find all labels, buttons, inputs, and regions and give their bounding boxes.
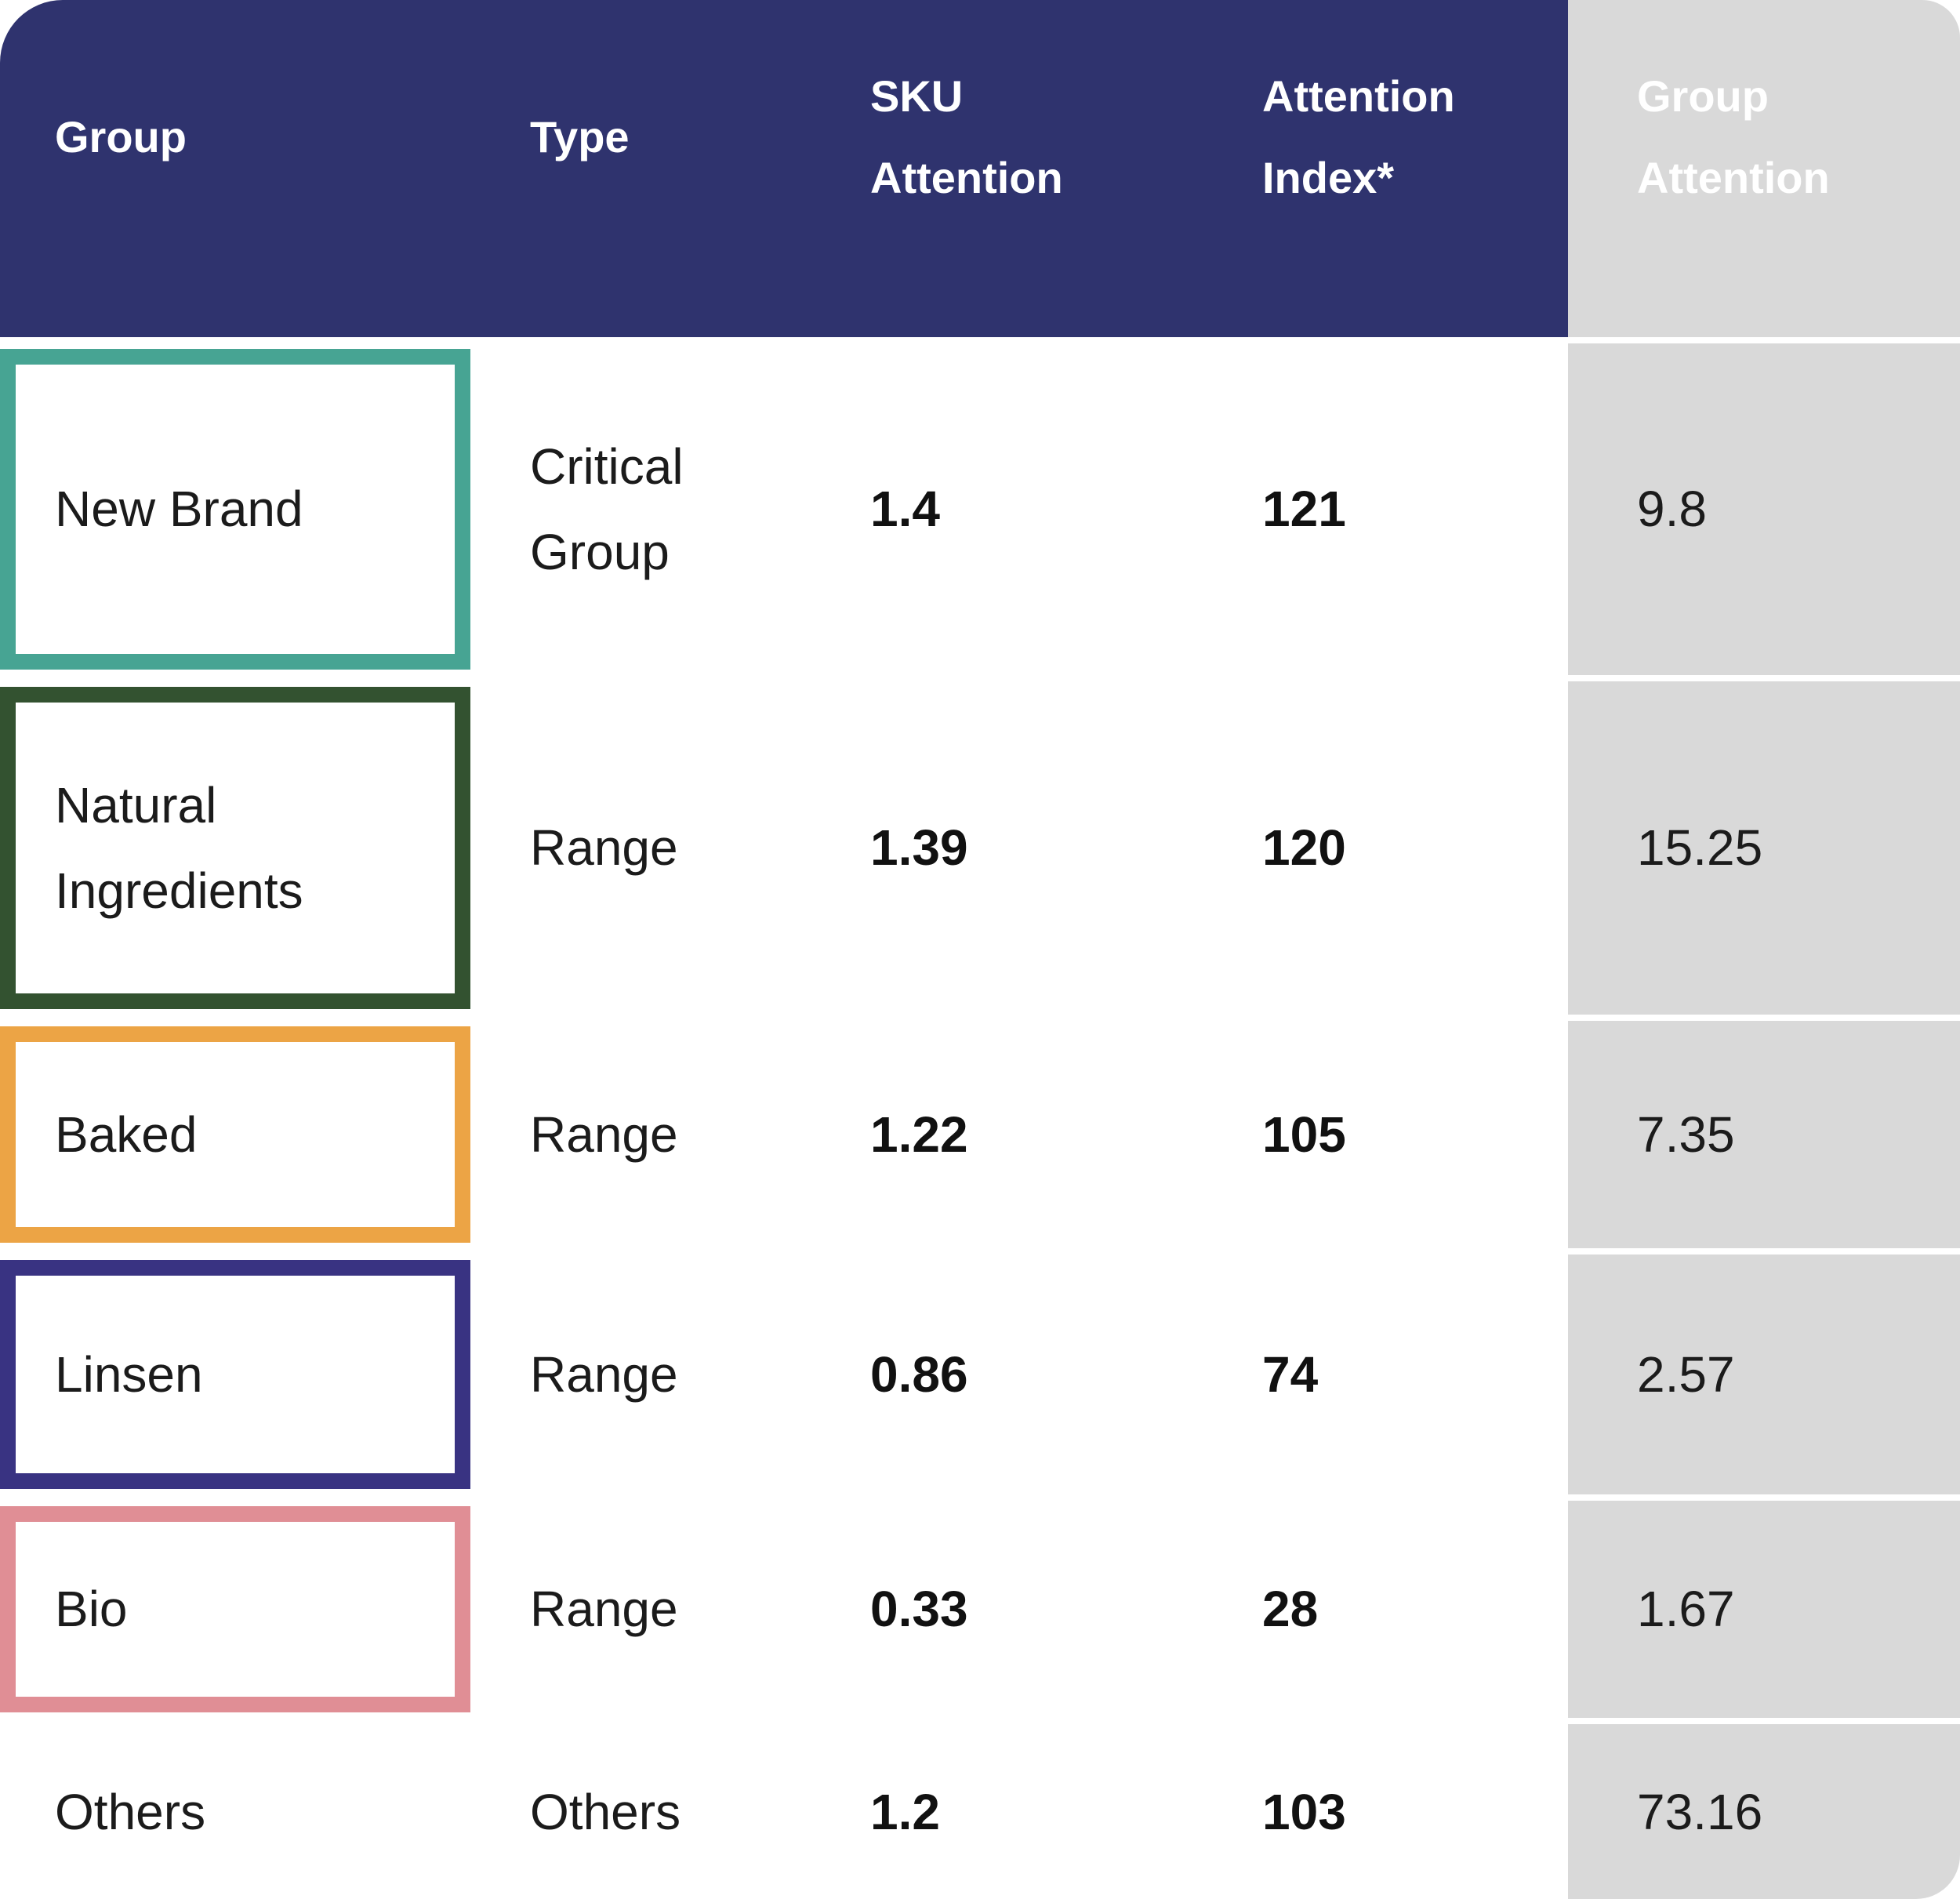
table-row: Linsen Range 0.86 74 2.57: [0, 1255, 1960, 1494]
type-cell: Range: [530, 1581, 678, 1638]
group-cell: Linsen: [0, 1255, 502, 1494]
sku-attention-cell: 1.2: [870, 1783, 940, 1840]
group-label: Linsen: [55, 1345, 203, 1403]
group-label: Baked: [55, 1106, 198, 1163]
type-cell: Others: [530, 1783, 681, 1840]
attention-index-cell: 121: [1262, 481, 1346, 538]
header-background: [0, 0, 1568, 337]
table-row: Baked Range 1.22 105 7.35: [0, 1021, 1960, 1248]
type-cell: Critical Group: [530, 438, 684, 580]
column-header-sku-attention: SKU Attention: [870, 71, 1063, 202]
group-label: New Brand: [55, 481, 303, 538]
group-attention-cell: 15.25: [1568, 681, 1960, 1015]
type-cell: Range: [530, 1106, 678, 1163]
column-header-group-attention: Group Attention: [1637, 71, 1830, 202]
attention-index-cell: 105: [1262, 1106, 1346, 1163]
sku-attention-cell: 0.33: [870, 1581, 968, 1638]
sku-attention-cell: 0.86: [870, 1345, 968, 1403]
group-cell: Baked: [0, 1021, 502, 1248]
group-plain-box: Others: [0, 1730, 470, 1894]
attention-index-cell: 120: [1262, 819, 1346, 877]
group-attention-cell: 1.67: [1568, 1501, 1960, 1718]
group-cell: Others: [0, 1724, 502, 1899]
group-label: Others: [55, 1783, 206, 1840]
group-label: Natural Ingredients: [55, 776, 303, 919]
group-color-box: Linsen: [0, 1260, 470, 1489]
column-header-type: Type: [530, 112, 630, 162]
attention-index-cell: 74: [1262, 1345, 1319, 1403]
group-color-box: New Brand: [0, 349, 470, 670]
sku-attention-cell: 1.4: [870, 481, 940, 538]
attention-index-cell: 103: [1262, 1783, 1346, 1840]
group-cell: New Brand: [0, 343, 502, 675]
column-header-group: Group: [55, 112, 187, 162]
group-color-box: Bio: [0, 1506, 470, 1712]
sku-attention-cell: 1.22: [870, 1106, 968, 1163]
group-label: Bio: [55, 1581, 128, 1638]
table-row: Natural Ingredients Range 1.39 120 15.25: [0, 681, 1960, 1015]
group-attention-cell: 9.8: [1568, 343, 1960, 675]
table-header: Group Type SKU Attention Attention Index…: [0, 0, 1960, 337]
table-row: Bio Range 0.33 28 1.67: [0, 1501, 1960, 1718]
sku-attention-cell: 1.39: [870, 819, 968, 877]
type-cell: Range: [530, 1345, 678, 1403]
column-header-attention-index: Attention Index*: [1262, 71, 1455, 202]
group-cell: Natural Ingredients: [0, 681, 502, 1015]
type-cell: Range: [530, 819, 678, 877]
group-cell: Bio: [0, 1501, 502, 1718]
group-color-box: Natural Ingredients: [0, 687, 470, 1009]
group-attention-cell: 2.57: [1568, 1255, 1960, 1494]
group-color-box: Baked: [0, 1026, 470, 1243]
table-row: Others Others 1.2 103 73.16: [0, 1724, 1960, 1899]
group-attention-cell: 73.16: [1568, 1724, 1960, 1899]
header-group-attention-background: [1568, 0, 1960, 337]
group-attention-cell: 7.35: [1568, 1021, 1960, 1248]
attention-index-cell: 28: [1262, 1581, 1319, 1638]
table-row: New Brand Critical Group 1.4 121 9.8: [0, 343, 1960, 675]
